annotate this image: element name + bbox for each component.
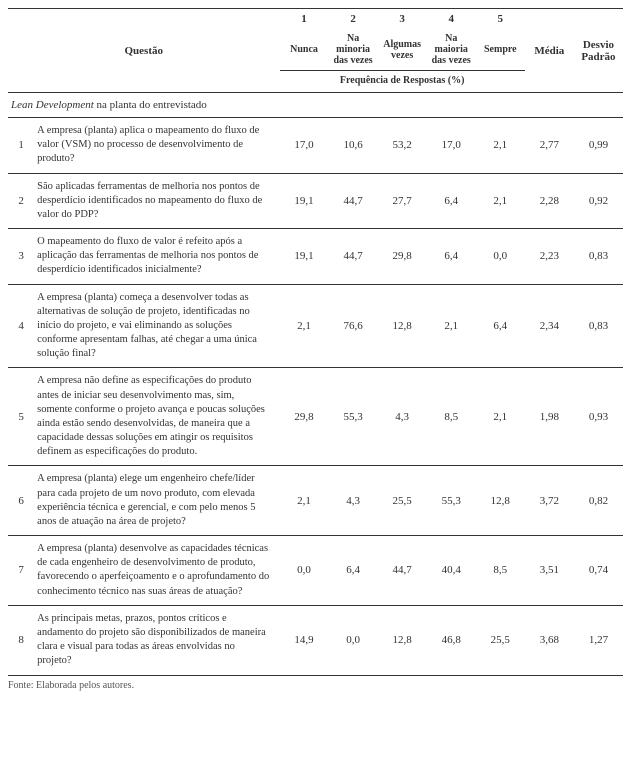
- table-row: 4A empresa (planta) começa a desenvolver…: [8, 284, 623, 368]
- row-value-1: 0,0: [280, 536, 329, 606]
- row-question: A empresa (planta) desenvolve as capacid…: [34, 536, 279, 606]
- row-value-5: 12,8: [476, 466, 525, 536]
- section-title: Lean Development na planta do entrevista…: [8, 93, 623, 118]
- row-media: 2,34: [525, 284, 574, 368]
- row-value-5: 0,0: [476, 229, 525, 285]
- row-question: A empresa (planta) começa a desenvolver …: [34, 284, 279, 368]
- row-value-3: 29,8: [378, 229, 427, 285]
- header-label-3: Algumas vezes: [378, 29, 427, 71]
- row-desvio: 1,27: [574, 605, 623, 675]
- header-media: Média: [525, 9, 574, 93]
- row-value-5: 2,1: [476, 368, 525, 466]
- source-note: Fonte: Elaborada pelos autores.: [8, 680, 623, 691]
- row-value-3: 25,5: [378, 466, 427, 536]
- table-row: 1A empresa (planta) aplica o mapeamento …: [8, 118, 623, 174]
- table-row: 6A empresa (planta) elege um engenheiro …: [8, 466, 623, 536]
- row-value-2: 44,7: [329, 173, 378, 229]
- table-row: 2São aplicadas ferramentas de melhoria n…: [8, 173, 623, 229]
- row-value-2: 44,7: [329, 229, 378, 285]
- row-question: O mapeamento do fluxo de valor é refeito…: [34, 229, 279, 285]
- row-value-1: 29,8: [280, 368, 329, 466]
- header-scale-3: 3: [378, 9, 427, 30]
- row-value-4: 40,4: [427, 536, 476, 606]
- row-value-5: 2,1: [476, 118, 525, 174]
- header-questao: Questão: [8, 9, 280, 93]
- row-desvio: 0,99: [574, 118, 623, 174]
- row-value-4: 17,0: [427, 118, 476, 174]
- row-value-5: 6,4: [476, 284, 525, 368]
- header-freq: Frequência de Respostas (%): [280, 71, 525, 93]
- header-label-2: Na minoria das vezes: [329, 29, 378, 71]
- row-desvio: 0,93: [574, 368, 623, 466]
- row-question: As principais metas, prazos, pontos crít…: [34, 605, 279, 675]
- row-number: 7: [8, 536, 34, 606]
- header-desvio: Desvio Padrão: [574, 9, 623, 93]
- row-media: 2,77: [525, 118, 574, 174]
- row-number: 5: [8, 368, 34, 466]
- row-value-2: 4,3: [329, 466, 378, 536]
- row-number: 1: [8, 118, 34, 174]
- row-media: 3,68: [525, 605, 574, 675]
- row-value-1: 19,1: [280, 229, 329, 285]
- row-value-1: 17,0: [280, 118, 329, 174]
- row-value-4: 55,3: [427, 466, 476, 536]
- row-value-3: 27,7: [378, 173, 427, 229]
- row-number: 6: [8, 466, 34, 536]
- row-value-4: 8,5: [427, 368, 476, 466]
- row-value-1: 19,1: [280, 173, 329, 229]
- header-scale-5: 5: [476, 9, 525, 30]
- row-number: 3: [8, 229, 34, 285]
- row-desvio: 0,82: [574, 466, 623, 536]
- header-scale-1: 1: [280, 9, 329, 30]
- row-desvio: 0,83: [574, 229, 623, 285]
- header-scale-4: 4: [427, 9, 476, 30]
- row-question: A empresa (planta) elege um engenheiro c…: [34, 466, 279, 536]
- header-label-5: Sempre: [476, 29, 525, 71]
- row-value-2: 0,0: [329, 605, 378, 675]
- row-value-3: 12,8: [378, 284, 427, 368]
- table-row: 5A empresa não define as especificações …: [8, 368, 623, 466]
- row-media: 2,23: [525, 229, 574, 285]
- row-value-4: 6,4: [427, 173, 476, 229]
- row-value-5: 2,1: [476, 173, 525, 229]
- row-desvio: 0,83: [574, 284, 623, 368]
- row-desvio: 0,92: [574, 173, 623, 229]
- row-value-3: 4,3: [378, 368, 427, 466]
- row-number: 4: [8, 284, 34, 368]
- row-value-1: 2,1: [280, 284, 329, 368]
- row-value-1: 14,9: [280, 605, 329, 675]
- row-value-2: 55,3: [329, 368, 378, 466]
- header-scale-2: 2: [329, 9, 378, 30]
- row-question: São aplicadas ferramentas de melhoria no…: [34, 173, 279, 229]
- row-media: 3,72: [525, 466, 574, 536]
- row-value-3: 53,2: [378, 118, 427, 174]
- row-media: 2,28: [525, 173, 574, 229]
- row-value-4: 6,4: [427, 229, 476, 285]
- row-value-1: 2,1: [280, 466, 329, 536]
- row-value-4: 46,8: [427, 605, 476, 675]
- table-row: 8As principais metas, prazos, pontos crí…: [8, 605, 623, 675]
- row-value-5: 25,5: [476, 605, 525, 675]
- row-media: 3,51: [525, 536, 574, 606]
- header-label-1: Nunca: [280, 29, 329, 71]
- row-question: A empresa (planta) aplica o mapeamento d…: [34, 118, 279, 174]
- row-value-4: 2,1: [427, 284, 476, 368]
- data-table: Questão 1 2 3 4 5 Média Desvio Padrão Nu…: [8, 8, 623, 676]
- row-media: 1,98: [525, 368, 574, 466]
- row-value-3: 44,7: [378, 536, 427, 606]
- row-value-2: 6,4: [329, 536, 378, 606]
- row-number: 2: [8, 173, 34, 229]
- row-value-2: 10,6: [329, 118, 378, 174]
- table-row: 3O mapeamento do fluxo de valor é refeit…: [8, 229, 623, 285]
- row-question: A empresa não define as especificações d…: [34, 368, 279, 466]
- row-number: 8: [8, 605, 34, 675]
- row-value-2: 76,6: [329, 284, 378, 368]
- table-row: 7A empresa (planta) desenvolve as capaci…: [8, 536, 623, 606]
- row-desvio: 0,74: [574, 536, 623, 606]
- row-value-5: 8,5: [476, 536, 525, 606]
- header-label-4: Na maioria das vezes: [427, 29, 476, 71]
- row-value-3: 12,8: [378, 605, 427, 675]
